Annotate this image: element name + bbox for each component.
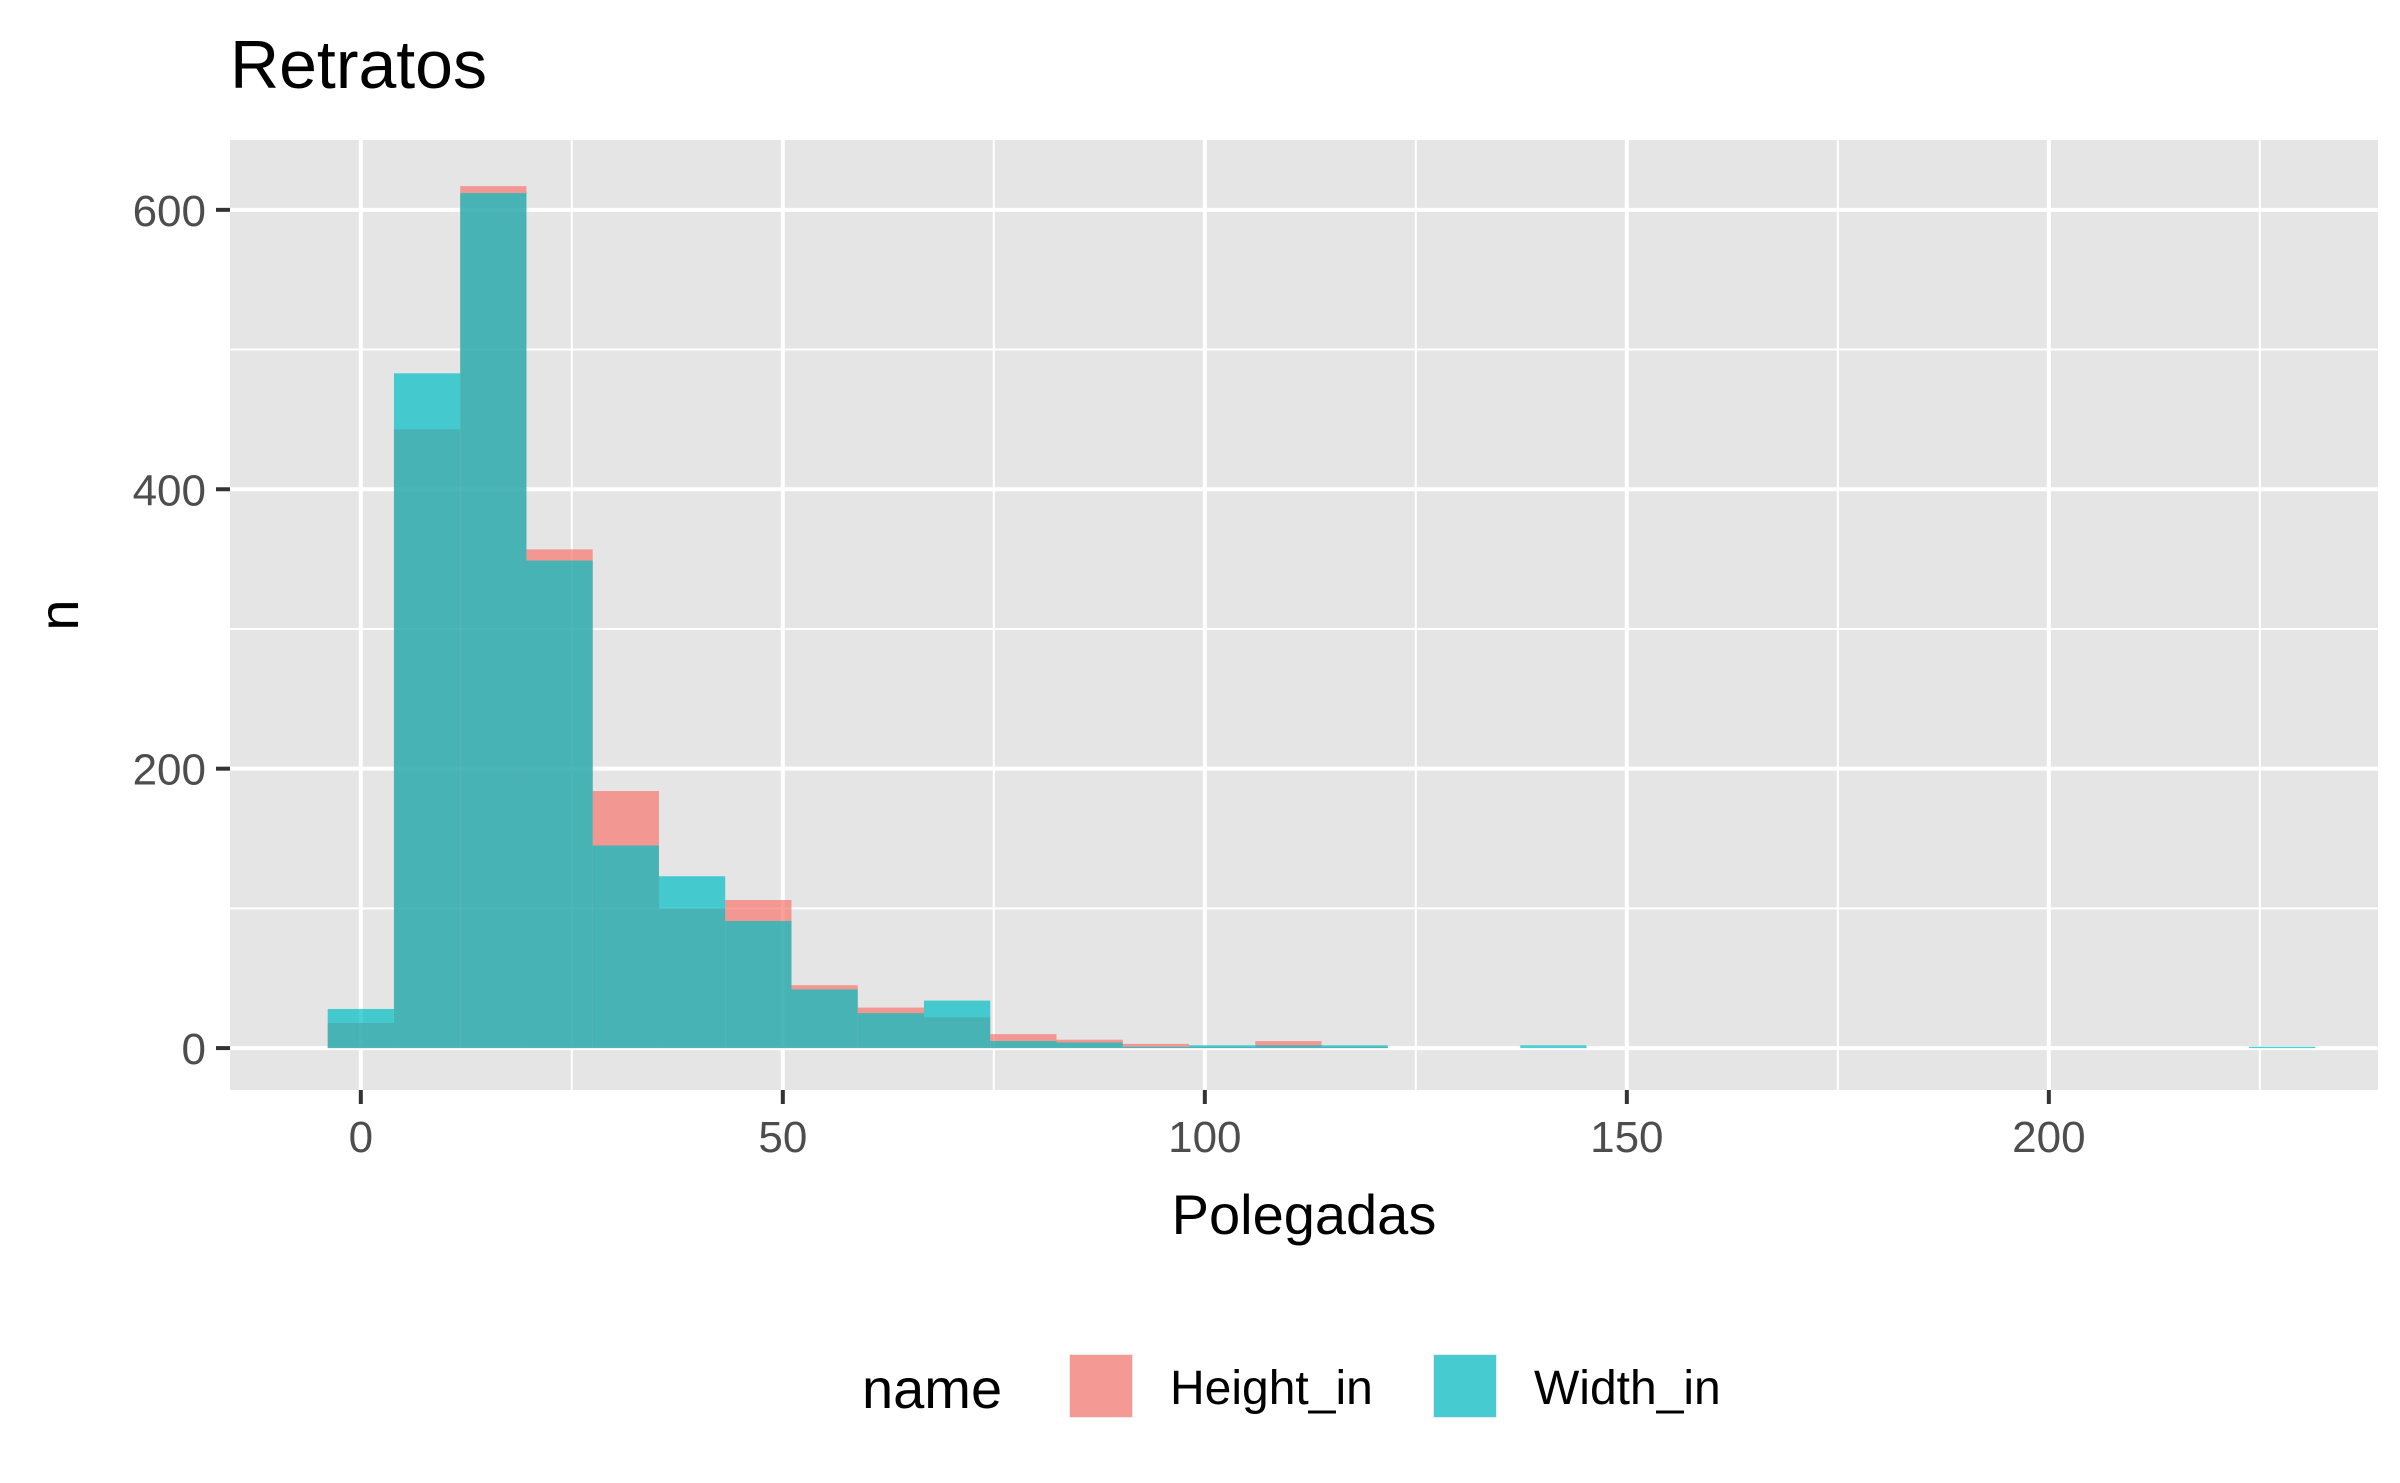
y-tick-label: 600 (133, 187, 206, 236)
width-in-bar (1520, 1045, 1587, 1049)
x-tick-label: 0 (349, 1113, 373, 1162)
width-in-bar (1122, 1046, 1190, 1049)
width-in-bar (1321, 1045, 1388, 1049)
width-in-bars (327, 193, 2316, 1049)
width-in-bar (526, 560, 593, 1049)
y-tick-label: 400 (133, 466, 206, 515)
x-axis: 0 50 100 150 200 (349, 1090, 2086, 1162)
width-in-bar (990, 1041, 1057, 1049)
width-in-bar (393, 373, 461, 1049)
legend-swatch-height-in (1070, 1355, 1132, 1417)
y-axis-title: n (27, 599, 90, 630)
width-in-bar (1189, 1045, 1256, 1049)
x-tick-label: 150 (1590, 1113, 1663, 1162)
x-tick-label: 50 (758, 1113, 807, 1162)
y-axis: 0 200 400 600 (133, 187, 230, 1074)
y-tick-label: 0 (182, 1025, 206, 1074)
width-in-bar (857, 1013, 924, 1049)
legend-title: name (862, 1357, 1002, 1420)
y-tick-label: 200 (133, 746, 206, 795)
x-tick-label: 200 (2012, 1113, 2085, 1162)
legend-swatch-width-in (1434, 1355, 1496, 1417)
width-in-bar (460, 193, 527, 1049)
width-in-bar (327, 1008, 394, 1049)
width-in-bar (1056, 1042, 1123, 1049)
width-in-bar (592, 845, 659, 1049)
legend-label-height-in: Height_in (1170, 1362, 1373, 1415)
width-in-bar (658, 876, 726, 1049)
width-in-bar (725, 920, 792, 1049)
width-in-bar (1255, 1045, 1322, 1049)
height-in-bar (1122, 1043, 1190, 1049)
chart-title: Retratos (230, 27, 487, 103)
width-in-bar (791, 989, 858, 1049)
width-in-bar (923, 1000, 991, 1049)
x-axis-title: Polegadas (1172, 1183, 1437, 1246)
legend-label-width-in: Width_in (1534, 1362, 1721, 1415)
height-in-bar (1255, 1041, 1322, 1049)
legend: name Height_in Width_in (862, 1352, 1721, 1420)
width-in-bar (2249, 1046, 2316, 1049)
x-tick-label: 100 (1168, 1113, 1241, 1162)
